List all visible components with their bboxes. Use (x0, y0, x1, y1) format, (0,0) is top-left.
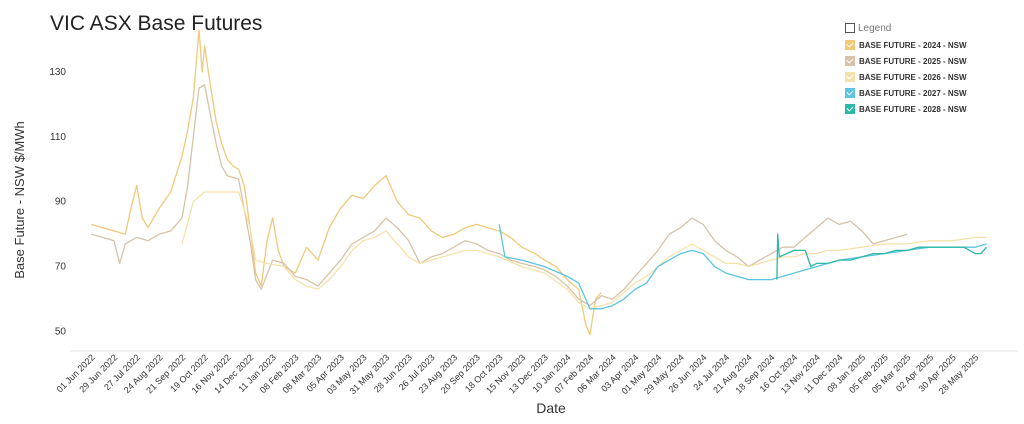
legend-title-row[interactable]: Legend (845, 21, 967, 35)
legend-title: Legend (858, 22, 892, 34)
legend-label: BASE FUTURE - 2028 - NSW (859, 104, 967, 114)
series-lines (91, 29, 987, 336)
y-tick-label: 70 (55, 262, 67, 273)
y-axis-label: Base Future - NSW $/MWh (12, 121, 27, 278)
legend-item[interactable]: BASE FUTURE - 2025 - NSW (845, 53, 967, 69)
legend-checkbox[interactable] (845, 23, 855, 33)
legend-items: BASE FUTURE - 2024 - NSW BASE FUTURE - 20… (845, 37, 967, 117)
series-line-2 (91, 84, 908, 307)
series-line-5 (776, 233, 987, 280)
legend-item[interactable]: BASE FUTURE - 2024 - NSW (845, 37, 967, 53)
legend-check-icon[interactable] (845, 56, 855, 66)
legend-item[interactable]: BASE FUTURE - 2028 - NSW (845, 101, 967, 117)
legend-check-icon[interactable] (845, 72, 855, 82)
y-axis-ticks: 50 70 90 110 130 (49, 67, 66, 338)
legend-label: BASE FUTURE - 2024 - NSW (859, 40, 967, 50)
legend: Legend BASE FUTURE - 2024 - NSW BASE FUTU… (845, 21, 967, 117)
y-tick-label: 90 (55, 197, 67, 208)
legend-check-icon[interactable] (845, 88, 855, 98)
y-tick-label: 110 (50, 132, 66, 143)
series-line-3 (181, 191, 987, 310)
legend-item[interactable]: BASE FUTURE - 2026 - NSW (845, 69, 967, 85)
y-tick-label: 50 (55, 327, 67, 338)
legend-label: BASE FUTURE - 2025 - NSW (859, 56, 967, 66)
legend-label: BASE FUTURE - 2026 - NSW (859, 72, 967, 82)
series-line-1 (91, 29, 602, 336)
legend-item[interactable]: BASE FUTURE - 2027 - NSW (845, 85, 967, 101)
x-axis-label: Date (536, 400, 566, 416)
legend-check-icon[interactable] (845, 40, 855, 50)
y-tick-label: 130 (49, 67, 66, 78)
chart-title: VIC ASX Base Futures (50, 12, 263, 35)
legend-label: BASE FUTURE - 2027 - NSW (859, 88, 967, 98)
legend-check-icon[interactable] (845, 104, 855, 114)
series-line-4 (498, 224, 987, 310)
